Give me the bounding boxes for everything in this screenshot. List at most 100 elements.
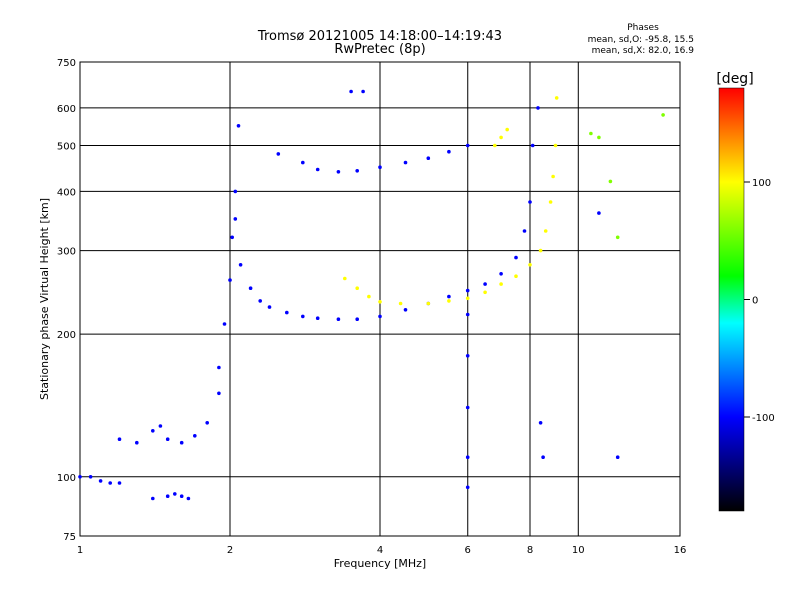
data-point <box>217 391 221 396</box>
x-tick-label: 8 <box>527 545 533 556</box>
y-tick-label: 600 <box>57 104 76 115</box>
data-point <box>615 455 620 460</box>
data-point <box>378 165 382 169</box>
data-point <box>258 299 263 303</box>
data-point <box>536 106 540 110</box>
data-point <box>398 301 403 306</box>
data-point <box>285 310 289 315</box>
data-point <box>465 485 470 490</box>
data-point <box>186 496 191 501</box>
data-point <box>315 316 320 321</box>
data-point <box>135 440 139 445</box>
data-point <box>465 405 470 410</box>
data-point <box>597 135 601 140</box>
data-point <box>522 229 527 233</box>
stats-line-x: mean, sd,X: 82.0, 16.9 <box>592 46 695 56</box>
data-point <box>514 274 518 279</box>
data-point <box>505 127 510 132</box>
y-axis-ticks: 75 100 200 300 400 500 600 750 <box>57 58 76 543</box>
data-point <box>336 170 341 174</box>
data-point <box>78 475 82 479</box>
data-point <box>248 286 253 291</box>
data-point <box>236 124 241 128</box>
data-point <box>483 282 487 286</box>
data-point <box>378 300 382 304</box>
data-point <box>530 143 535 148</box>
x-axis-ticks: 1 2 4 6 8 10 16 <box>77 545 687 556</box>
data-point <box>514 255 518 260</box>
data-point <box>483 290 487 295</box>
y-tick-label: 75 <box>63 532 76 543</box>
y-tick-label: 400 <box>57 187 76 198</box>
colorbar-label: [deg] <box>716 71 753 87</box>
data-point <box>173 492 177 496</box>
data-point <box>233 217 238 221</box>
data-point <box>151 496 155 501</box>
data-point <box>165 437 170 442</box>
data-point <box>355 169 360 173</box>
data-point <box>661 113 665 117</box>
data-point <box>88 475 93 479</box>
data-point <box>98 479 103 483</box>
data-point <box>315 167 320 172</box>
x-tick-label: 1 <box>77 545 83 556</box>
data-point <box>403 160 408 165</box>
y-axis-label: Stationary phase Virtual Height [km] <box>38 198 51 400</box>
data-point <box>179 494 184 499</box>
data-point <box>465 455 470 460</box>
data-point <box>228 278 232 282</box>
data-point <box>276 152 281 156</box>
chart-title: Tromsø 20121005 14:18:00–14:19:43 <box>257 29 502 44</box>
data-point <box>151 429 155 433</box>
y-tick-label: 100 <box>57 473 76 484</box>
data-point <box>589 131 593 136</box>
data-point <box>554 96 559 100</box>
data-point <box>343 276 347 281</box>
x-tick-label: 4 <box>377 545 383 556</box>
x-tick-label: 16 <box>674 545 687 556</box>
data-point <box>233 189 238 194</box>
colorbar-tick-label: -100 <box>752 413 775 424</box>
data-point <box>551 174 555 179</box>
data-points <box>78 89 665 501</box>
data-point <box>426 156 431 160</box>
data-point <box>447 294 451 299</box>
data-point <box>553 143 558 148</box>
data-point <box>528 263 532 267</box>
data-point <box>108 481 112 485</box>
data-point <box>205 421 209 425</box>
y-tick-label: 750 <box>57 58 76 69</box>
data-point <box>355 317 360 322</box>
data-point <box>367 294 371 299</box>
data-point <box>158 424 163 428</box>
x-axis-label: Frequency [MHz] <box>334 557 426 570</box>
data-point <box>465 143 470 148</box>
data-point <box>230 235 234 240</box>
data-point <box>528 200 532 204</box>
colorbar-ticks: 100 0 -100 <box>744 178 775 424</box>
chart-subtitle: RwPretec (8p) <box>334 42 425 57</box>
data-point <box>465 296 470 301</box>
data-point <box>538 421 543 425</box>
data-point <box>217 365 221 370</box>
data-point <box>117 481 122 485</box>
data-point <box>222 322 227 326</box>
data-point <box>543 229 548 233</box>
data-point <box>615 235 620 240</box>
data-point <box>238 263 243 267</box>
colorbar-tick-label: 0 <box>752 296 758 307</box>
data-point <box>538 248 543 253</box>
data-point <box>447 149 451 154</box>
data-point <box>301 160 305 165</box>
data-point <box>355 286 360 291</box>
data-point <box>117 437 122 442</box>
data-point <box>267 305 272 309</box>
x-tick-label: 2 <box>227 545 233 556</box>
data-point <box>499 282 503 286</box>
data-point <box>301 314 305 319</box>
data-point <box>465 288 470 293</box>
data-point <box>378 314 382 319</box>
data-point <box>541 455 545 460</box>
data-point <box>349 89 353 94</box>
